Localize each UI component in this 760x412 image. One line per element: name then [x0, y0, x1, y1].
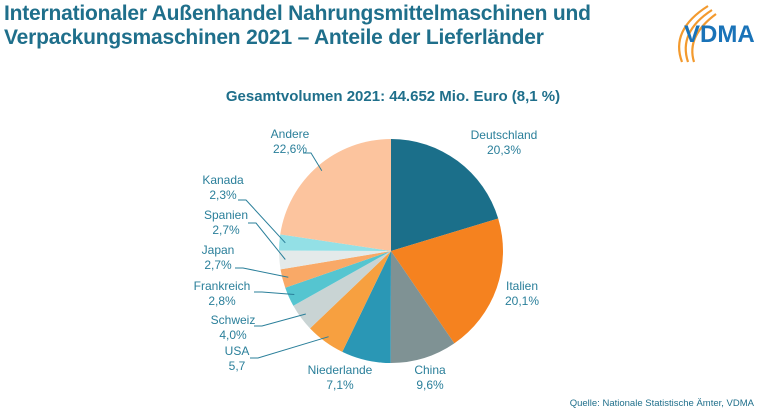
slice-label-name: Japan: [202, 243, 235, 257]
leader-line-frankreich: [254, 291, 295, 295]
slice-label-name: Spanien: [204, 208, 248, 222]
slice-label-name: USA: [225, 344, 250, 358]
pie-slice-kanada: [279, 234, 391, 251]
pie-slice-deutschland: [391, 139, 499, 251]
slice-label-value: 5,7: [229, 359, 246, 373]
slice-label-value: 2,7%: [212, 223, 240, 237]
pie-slice-usa: [310, 251, 391, 352]
slice-label-value: 20,3%: [487, 143, 521, 157]
slice-label-value: 20,1%: [505, 294, 539, 308]
pie-slice-frankreich: [285, 251, 391, 306]
slice-label-name: Deutschland: [471, 128, 538, 142]
slice-label-value: 2,7%: [204, 258, 232, 272]
vdma-logo: VDMA: [678, 5, 755, 63]
slice-label-value: 4,0%: [219, 328, 247, 342]
slice-label-value: 7,1%: [326, 378, 354, 392]
slice-label-value: 22,6%: [273, 142, 307, 156]
slice-label-name: China: [414, 363, 446, 377]
slice-label-name: Frankreich: [194, 279, 251, 293]
leader-line-spanien: [248, 222, 286, 260]
slice-label-value: 2,3%: [209, 188, 237, 202]
pie-slice-andere: [280, 139, 391, 251]
leader-line-usa: [250, 336, 329, 359]
pie-slice-niederlande: [342, 251, 391, 363]
slice-label-name: Kanada: [202, 173, 244, 187]
logo-arcs-icon: [678, 5, 717, 63]
slice-label-name: Niederlande: [308, 363, 373, 377]
slice-label-value: 9,6%: [416, 378, 444, 392]
leader-line-andere: [303, 152, 323, 171]
pie-slice-china: [390, 251, 455, 364]
slice-label-name: Schweiz: [211, 313, 256, 327]
leader-line-kanada: [238, 199, 286, 244]
leader-line-schweiz: [254, 313, 306, 327]
pie-slice-italien: [391, 218, 503, 344]
title-line-2: Verpackungsmaschinen 2021 – Anteile der …: [4, 26, 544, 49]
page-title: Internationaler Außenhandel Nahrungsmitt…: [4, 2, 591, 50]
slice-label-name: Andere: [271, 127, 310, 141]
slice-label-name: Italien: [506, 279, 538, 293]
pie-slice-spanien: [278, 250, 391, 270]
source-note: Quelle: Nationale Statistische Ämter, VD…: [569, 398, 754, 409]
title-line-1: Internationaler Außenhandel Nahrungsmitt…: [4, 2, 591, 25]
chart-title: Gesamtvolumen 2021: 44.652 Mio. Euro (8,…: [225, 88, 561, 105]
pie-slice-japan: [280, 251, 391, 288]
leader-line-japan: [235, 267, 289, 278]
pie-slice-schweiz: [293, 251, 391, 329]
slice-label-value: 2,8%: [208, 294, 236, 308]
logo-text: VDMA: [684, 21, 755, 48]
